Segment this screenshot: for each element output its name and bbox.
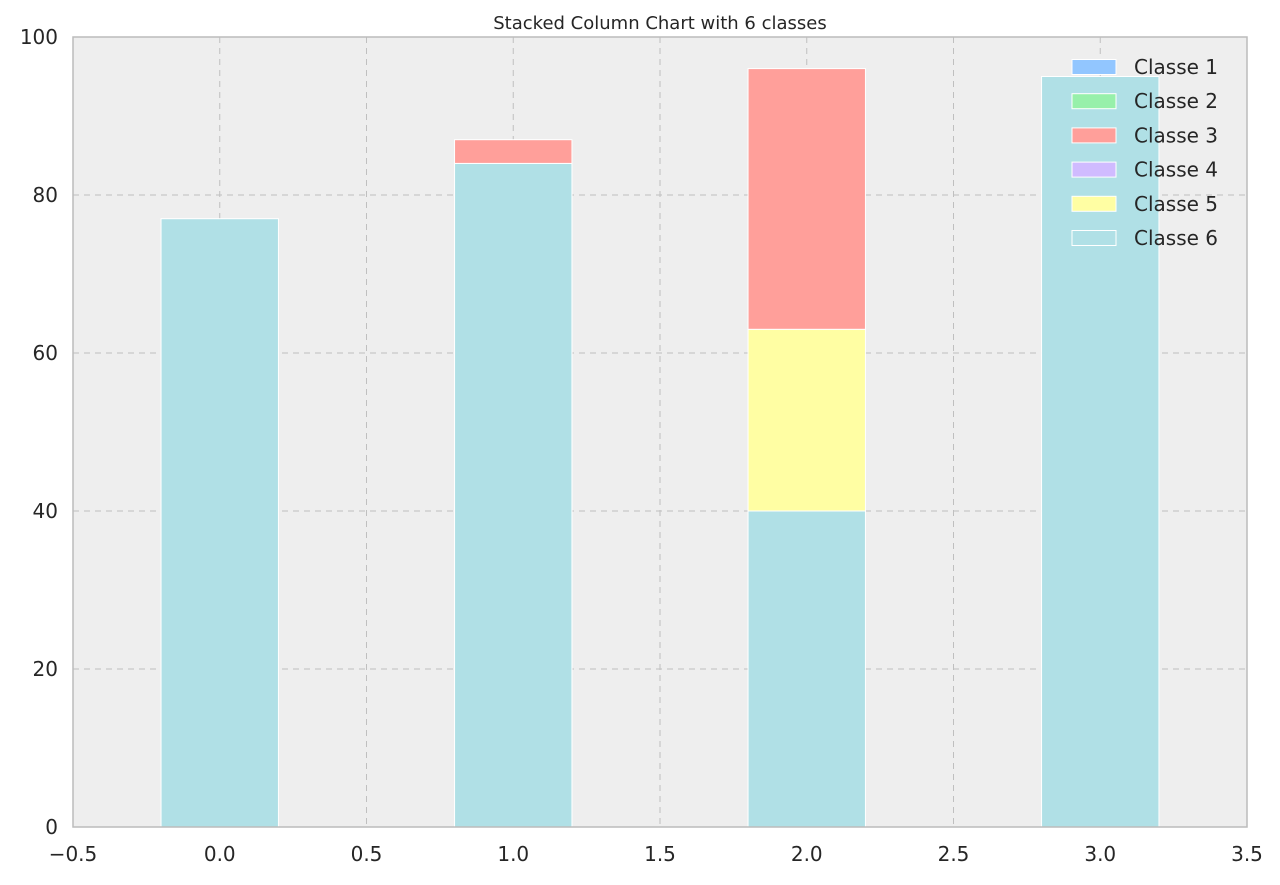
bar-classe-6-x1 xyxy=(454,162,573,828)
x-tick-label: 0.0 xyxy=(204,842,236,866)
x-tick-label: −0.5 xyxy=(49,842,98,866)
legend-swatch xyxy=(1071,127,1117,144)
legend-label: Classe 4 xyxy=(1134,158,1218,182)
legend-label: Classe 6 xyxy=(1134,226,1218,250)
x-tick-label: 3.5 xyxy=(1231,842,1263,866)
bar-classe-3-x1 xyxy=(454,139,573,164)
tick-labels: −0.5 0.0 0.5 1.0 1.5 2.0 2.5 3.0 3.5 0 20 40 60 80 100 xyxy=(20,25,1263,866)
legend-swatch xyxy=(1071,195,1117,212)
y-tick-label: 0 xyxy=(45,815,58,839)
legend-label: Classe 2 xyxy=(1134,89,1218,113)
y-tick-label: 40 xyxy=(33,499,58,523)
x-tick-label: 2.5 xyxy=(938,842,970,866)
legend-label: Classe 5 xyxy=(1134,192,1218,216)
chart-title: Stacked Column Chart with 6 classes xyxy=(493,13,826,34)
bar-classe-5-x2 xyxy=(747,328,866,512)
grid-lines xyxy=(73,37,1247,827)
bar-classe-6-x3 xyxy=(1041,76,1160,828)
bar-classe-3-x2 xyxy=(747,68,866,330)
legend-swatch xyxy=(1071,93,1117,110)
x-tick-label: 1.0 xyxy=(497,842,529,866)
legend-label: Classe 1 xyxy=(1134,55,1218,79)
legend: Classe 1 Classe 2 Classe 3 Classe 4 Classe 5… xyxy=(1071,55,1218,250)
x-tick-label: 2.0 xyxy=(791,842,823,866)
x-tick-label: 3.0 xyxy=(1084,842,1116,866)
axes-frame xyxy=(72,36,1248,828)
legend-swatch xyxy=(1071,161,1117,178)
x-tick-label: 0.5 xyxy=(351,842,383,866)
y-tick-label: 100 xyxy=(20,25,58,49)
y-tick-label: 60 xyxy=(33,341,58,365)
x-tick-label: 1.5 xyxy=(644,842,676,866)
legend-label: Classe 3 xyxy=(1134,123,1218,147)
bar-classe-6-x0 xyxy=(160,218,279,828)
legend-swatch xyxy=(1071,59,1117,75)
bar-classe-6-x2 xyxy=(747,510,866,828)
legend-swatch xyxy=(1071,230,1117,246)
y-tick-label: 20 xyxy=(33,657,58,681)
y-tick-label: 80 xyxy=(33,183,58,207)
